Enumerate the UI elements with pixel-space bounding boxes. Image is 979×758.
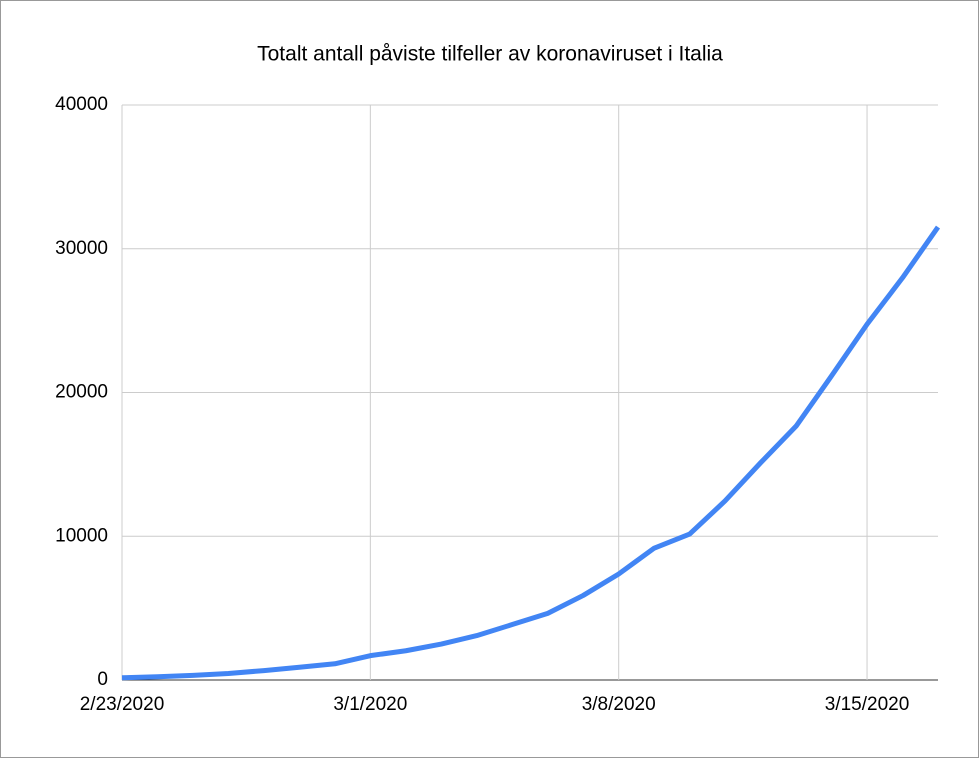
- x-tick-label: 3/1/2020: [333, 694, 407, 715]
- y-tick-label: 20000: [55, 382, 108, 403]
- y-tick-label: 30000: [55, 238, 108, 259]
- x-tick-label: 3/8/2020: [582, 694, 656, 715]
- y-tick-label: 10000: [55, 525, 108, 546]
- x-tick-label: 3/15/2020: [825, 694, 910, 715]
- chart-title: Totalt antall påviste tilfeller av koron…: [257, 43, 723, 66]
- x-tick-label: 2/23/2020: [80, 694, 165, 715]
- y-tick-label: 0: [97, 669, 108, 690]
- data-line: [121, 225, 941, 681]
- y-tick-label: 40000: [55, 94, 108, 115]
